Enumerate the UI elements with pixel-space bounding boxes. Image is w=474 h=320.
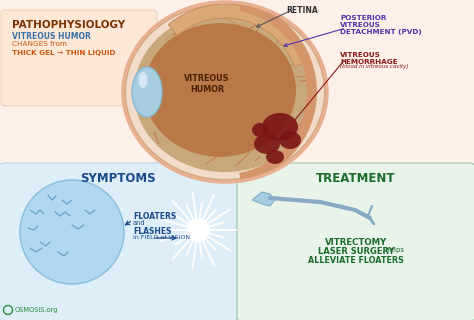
Text: FLOATERS: FLOATERS <box>133 212 176 221</box>
Text: helps: helps <box>383 247 404 253</box>
Text: TREATMENT: TREATMENT <box>316 172 396 185</box>
Ellipse shape <box>144 23 296 157</box>
Text: VITREOUS HUMOR: VITREOUS HUMOR <box>12 32 91 41</box>
Ellipse shape <box>125 4 325 180</box>
Text: in FIELD of VISION: in FIELD of VISION <box>133 235 190 240</box>
Text: VITREOUS
HUMOR: VITREOUS HUMOR <box>184 74 230 94</box>
Ellipse shape <box>132 67 162 117</box>
Ellipse shape <box>138 72 147 88</box>
Wedge shape <box>168 4 308 67</box>
Ellipse shape <box>134 12 316 172</box>
FancyBboxPatch shape <box>0 163 237 320</box>
Text: OSMOSIS.org: OSMOSIS.org <box>15 307 58 313</box>
Circle shape <box>20 180 124 284</box>
Polygon shape <box>0 0 474 165</box>
Ellipse shape <box>262 113 298 141</box>
Text: RETINA: RETINA <box>286 6 318 15</box>
Text: CHANGES from: CHANGES from <box>12 41 67 47</box>
Text: (blood in vitreous cavity): (blood in vitreous cavity) <box>340 64 409 69</box>
Text: LASER SURGERY: LASER SURGERY <box>318 247 394 256</box>
Circle shape <box>186 218 210 242</box>
FancyBboxPatch shape <box>237 163 474 320</box>
Text: THICK GEL → THIN LIQUID: THICK GEL → THIN LIQUID <box>12 50 116 56</box>
Polygon shape <box>252 192 275 206</box>
Text: POSTERIOR
VITREOUS
DETACHMENT (PVD): POSTERIOR VITREOUS DETACHMENT (PVD) <box>340 15 422 35</box>
Ellipse shape <box>254 134 280 154</box>
FancyBboxPatch shape <box>1 10 157 106</box>
Text: FLASHES: FLASHES <box>133 227 172 236</box>
Text: VITREOUS
HEMORRHAGE: VITREOUS HEMORRHAGE <box>340 52 398 65</box>
Wedge shape <box>239 1 317 183</box>
Text: ALLEVIATE FLOATERS: ALLEVIATE FLOATERS <box>308 256 404 265</box>
Ellipse shape <box>266 150 284 164</box>
Text: PATHOPHYSIOLOGY: PATHOPHYSIOLOGY <box>12 20 125 30</box>
Text: and: and <box>133 220 146 226</box>
Text: VITRECTOMY: VITRECTOMY <box>325 238 387 247</box>
Ellipse shape <box>279 131 301 149</box>
Text: SYMPTOMS: SYMPTOMS <box>80 172 156 185</box>
Ellipse shape <box>252 123 268 137</box>
